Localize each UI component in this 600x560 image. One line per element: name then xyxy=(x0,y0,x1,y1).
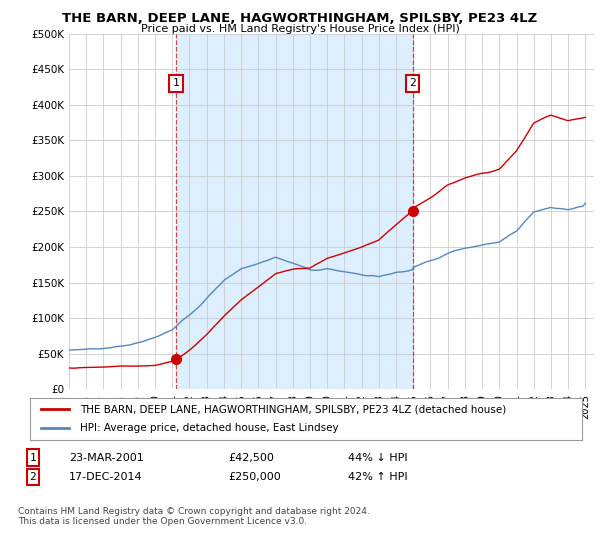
Text: Price paid vs. HM Land Registry's House Price Index (HPI): Price paid vs. HM Land Registry's House … xyxy=(140,24,460,34)
Text: 1: 1 xyxy=(173,78,179,88)
Bar xyxy=(176,34,413,389)
Text: 23-MAR-2001: 23-MAR-2001 xyxy=(69,452,144,463)
Text: THE BARN, DEEP LANE, HAGWORTHINGHAM, SPILSBY, PE23 4LZ: THE BARN, DEEP LANE, HAGWORTHINGHAM, SPI… xyxy=(62,12,538,25)
Text: THE BARN, DEEP LANE, HAGWORTHINGHAM, SPILSBY, PE23 4LZ (detached house): THE BARN, DEEP LANE, HAGWORTHINGHAM, SPI… xyxy=(80,404,506,414)
Text: 2: 2 xyxy=(409,78,416,88)
Text: £250,000: £250,000 xyxy=(228,472,281,482)
Text: 1: 1 xyxy=(29,452,37,463)
Text: HPI: Average price, detached house, East Lindsey: HPI: Average price, detached house, East… xyxy=(80,423,338,433)
Text: Contains HM Land Registry data © Crown copyright and database right 2024.
This d: Contains HM Land Registry data © Crown c… xyxy=(18,507,370,526)
Text: 17-DEC-2014: 17-DEC-2014 xyxy=(69,472,143,482)
Text: 44% ↓ HPI: 44% ↓ HPI xyxy=(348,452,407,463)
Text: 42% ↑ HPI: 42% ↑ HPI xyxy=(348,472,407,482)
Text: 2: 2 xyxy=(29,472,37,482)
Text: £42,500: £42,500 xyxy=(228,452,274,463)
